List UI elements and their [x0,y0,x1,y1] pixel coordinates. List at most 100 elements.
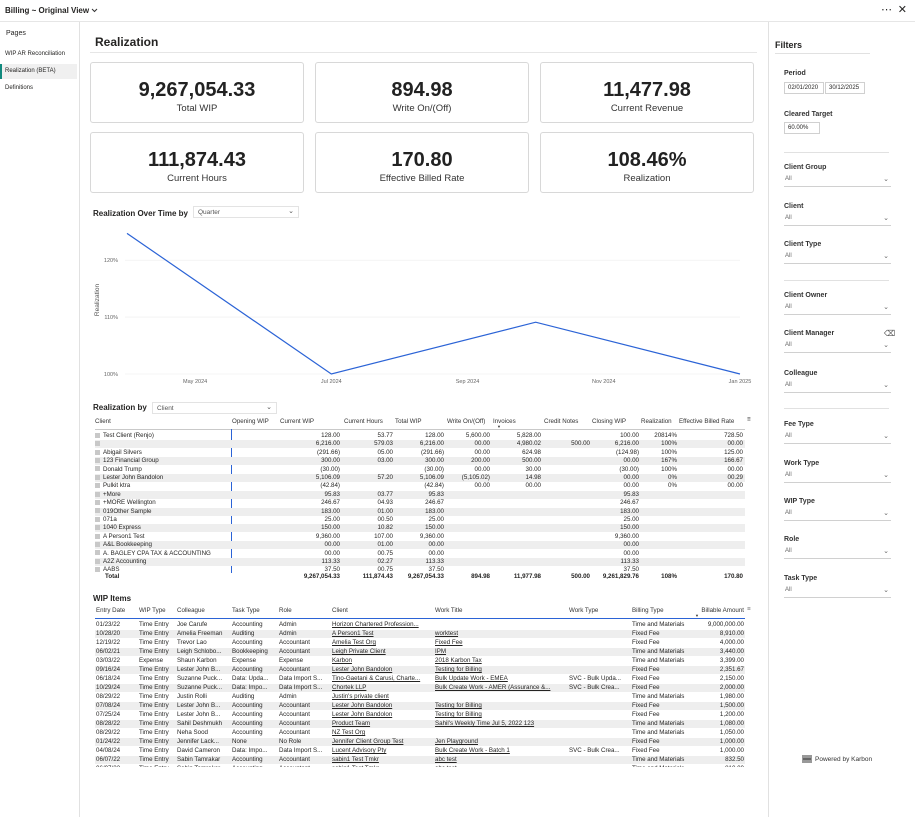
table-row[interactable]: 01/23/22 Time Entry Joe Carufe Accounting Ad… [95,621,745,629]
link-cell[interactable]: Testing for Billing [435,711,482,718]
table-row[interactable]: 08/29/22 Time Entry Neha Sood Accounting Acc… [95,729,745,737]
page-item-wip-ar-reconciliation[interactable]: WIP AR Reconciliation [5,51,65,57]
link-cell[interactable]: Justin's private client [332,693,389,700]
more-options-icon[interactable]: ≡ [747,607,751,612]
table-row[interactable]: 123 Financial Group 300.00 03.00 300.00 200.… [95,457,745,466]
link-cell[interactable]: Lucent Advisory Pty [332,747,387,754]
table-row[interactable]: 07/25/24 Time Entry Lester John B... Accoun… [95,711,745,719]
link-cell[interactable]: 2018 Karbon Tax [435,657,482,664]
series-line-realization[interactable] [126,232,741,375]
expand-icon[interactable] [95,432,100,438]
column-header[interactable]: Client [95,418,111,425]
filter-select[interactable]: All ⌄ [784,433,891,444]
table-row[interactable]: 06/18/24 Time Entry Suzanne Puck... Data: U… [95,675,745,683]
link-cell[interactable]: Lester John Bandolon [332,711,393,718]
close-icon[interactable]: ✕ [897,4,907,16]
more-options-icon[interactable]: ⋯ [881,4,892,16]
column-header[interactable]: Work Title [435,607,463,614]
column-header[interactable]: Work Type [569,607,599,614]
column-header[interactable]: Current WIP [280,418,315,425]
link-cell[interactable]: worktest [435,630,459,637]
column-header[interactable]: Task Type [232,607,260,614]
filter-select[interactable]: All ⌄ [784,382,891,393]
link-cell[interactable]: Bulk Create Work - Batch 1 [435,747,510,754]
column-header[interactable]: Billable Amount [701,607,744,614]
table-row[interactable]: 01/24/22 Time Entry Jennifer Lack... None No… [95,738,745,746]
filter-select[interactable]: All ⌄ [784,587,891,598]
table-row[interactable]: +MORE Wellington 246.67 04.93 246.67 246.67 [95,499,745,507]
expand-icon[interactable] [95,550,100,556]
filter-select[interactable]: All ⌄ [784,176,891,187]
table-row[interactable]: 10/29/24 Time Entry Suzanne Puck... Data: I… [95,684,745,692]
filter-select[interactable]: All ⌄ [784,510,891,521]
column-header[interactable]: Entry Date [96,607,126,614]
column-header[interactable]: Realization [641,418,672,425]
more-options-icon[interactable]: ≡ [747,416,751,423]
column-header[interactable]: Effective Billed Rate [679,418,735,425]
expand-icon[interactable] [95,508,100,514]
column-header[interactable]: Credit Notes [544,418,579,425]
filter-select[interactable]: All ⌄ [784,342,891,353]
page-item-realization[interactable]: Realization (BETA) [0,64,77,79]
column-header[interactable]: Invoices [493,418,516,425]
column-header[interactable]: Current Hours [344,418,383,425]
expand-icon[interactable] [95,474,100,480]
table-row[interactable]: A Person1 Test 9,360.00 107.00 9,360.00 9,36… [95,533,745,541]
link-cell[interactable]: Jennifer Client Group Test [332,738,404,745]
table-row[interactable]: 08/28/22 Time Entry Sahil Deshmukh Accounti… [95,720,745,728]
column-header[interactable]: Total WIP [395,418,422,425]
link-cell[interactable]: IPM [435,648,447,655]
expand-icon[interactable] [95,567,100,573]
period-end-input[interactable]: 30/12/2025 [825,82,865,94]
column-header[interactable]: Closing WIP [592,418,627,425]
expand-icon[interactable] [95,449,100,455]
link-cell[interactable]: Horizon Chartered Profession... [332,621,419,628]
table-row[interactable]: 06/02/21 Time Entry Leigh Schlobo... Bookke… [95,648,745,656]
table-row[interactable]: Test Client (Renjo) 128.00 53.77 128.00 5,60… [95,432,745,440]
page-item-definitions[interactable]: Definitions [5,85,34,91]
link-cell[interactable]: Testing for Billing [435,666,482,673]
expand-icon[interactable] [95,441,100,447]
column-header[interactable]: Role [279,607,292,614]
column-header[interactable]: Billing Type [632,607,664,614]
filter-select[interactable]: All ⌄ [784,548,891,559]
table-row[interactable]: +More 95.83 03.77 95.83 95.83 [95,490,745,499]
table-row[interactable]: Abigail Silvers (291.66) 05.00 (291.66) 00.0… [95,449,745,457]
expand-icon[interactable] [95,558,100,564]
expand-icon[interactable] [95,491,100,497]
table-row[interactable]: A. BAGLEY CPA TAX & ACCOUNTING 00.00 00.75… [95,550,745,558]
table-row[interactable]: 6,216.00 579.03 6,216.00 00.00 4,980.02 500.0… [95,440,745,449]
expand-icon[interactable] [95,533,100,539]
expand-icon[interactable] [95,516,100,522]
link-cell[interactable]: Bulk Update Work - EMEA [435,675,508,682]
eraser-icon[interactable]: ⌫ [884,329,896,338]
expand-icon[interactable] [95,466,100,472]
filter-select[interactable]: All ⌄ [784,304,891,315]
filter-select[interactable]: All ⌄ [784,253,891,264]
link-cell[interactable]: Chortek LLP [332,684,367,691]
table-row[interactable]: A&L Bookkeeping 00.00 01.00 00.00 00.00 [95,541,745,550]
table-row[interactable]: 03/03/22 Expense Shaun Karbon Expense Expens… [95,657,745,665]
table-row[interactable]: Lester John Bandolon 5,106.09 57.20 5,106.0… [95,474,745,482]
table-row[interactable]: 08/29/22 Time Entry Justin Rolli Auditing Ad… [95,693,745,701]
column-header[interactable]: Opening WIP [232,418,269,425]
column-header[interactable]: Colleague [177,607,205,614]
filter-select[interactable]: All ⌄ [784,215,891,226]
table-row[interactable]: 12/19/22 Time Entry Trevor Lao Accounting Ac… [95,639,745,647]
table-row[interactable]: AABS 37.50 00.75 37.50 37.50 [95,566,745,574]
column-header[interactable]: Client [332,607,348,614]
link-cell[interactable]: Bulk Create Work - AMER (Assurance &... [435,684,551,691]
link-cell[interactable]: Leigh Private Client [332,648,386,655]
link-cell[interactable]: Amelia Test Org [332,639,376,646]
table-row[interactable]: 071a 25.00 00.50 25.00 25.00 [95,516,745,524]
link-cell[interactable]: Fixed Fee [435,639,463,646]
cleared-target-input[interactable]: 60.00% [784,122,820,134]
expand-icon[interactable] [95,500,100,506]
link-cell[interactable]: sabin1 Test Tmkr [332,765,432,767]
period-start-input[interactable]: 02/01/2020 [784,82,824,94]
group-by-select[interactable]: Client ⌄ [152,402,277,414]
link-cell[interactable]: Testing for Billing [435,702,482,709]
expand-icon[interactable] [95,542,100,548]
